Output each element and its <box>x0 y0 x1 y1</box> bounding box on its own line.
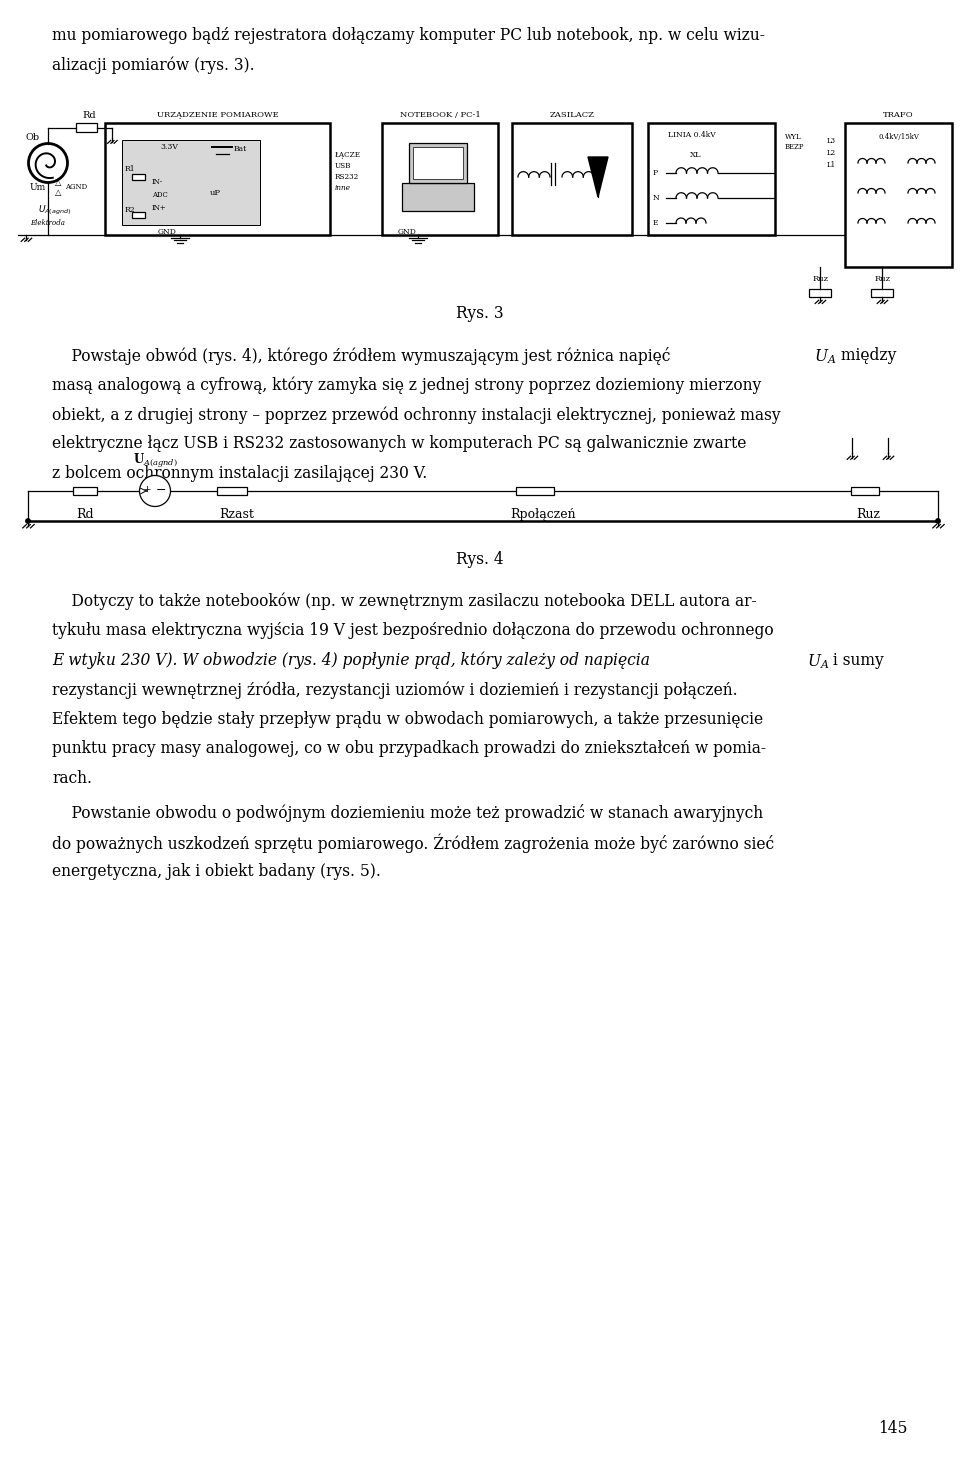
Bar <box>809 289 831 297</box>
Text: N: N <box>653 193 660 202</box>
Bar <box>132 174 145 180</box>
Text: tykułu masa elektryczna wyjścia 19 V jest bezpośrednio dołączona do przewodu och: tykułu masa elektryczna wyjścia 19 V jes… <box>52 623 774 640</box>
Text: 0.4kV/15kV: 0.4kV/15kV <box>878 133 919 141</box>
Text: ADC: ADC <box>152 190 168 199</box>
Text: Bat: Bat <box>234 145 248 152</box>
Bar <box>382 123 498 234</box>
Text: △: △ <box>55 189 61 196</box>
Text: Rys. 3: Rys. 3 <box>456 305 504 322</box>
Text: BEZP: BEZP <box>785 144 804 151</box>
Text: E: E <box>653 218 659 227</box>
Text: $\mathbf{U}_{A(agnd)}$: $\mathbf{U}_{A(agnd)}$ <box>132 451 178 469</box>
Text: uP: uP <box>210 189 221 196</box>
Text: Ruz: Ruz <box>856 508 880 522</box>
Bar <box>516 486 554 495</box>
Text: obiekt, a z drugiej strony – poprzez przewód ochronny instalacji elektrycznej, p: obiekt, a z drugiej strony – poprzez prz… <box>52 406 780 423</box>
Text: L3: L3 <box>827 138 836 145</box>
Text: Powstaje obwód (rys. 4), którego źródłem wymuszającym jest różnica napięć: Powstaje obwód (rys. 4), którego źródłem… <box>52 347 675 365</box>
Text: $U_{A(agnd)}$: $U_{A(agnd)}$ <box>38 204 71 217</box>
Text: XL: XL <box>690 151 702 160</box>
Text: alizacji pomiarów (rys. 3).: alizacji pomiarów (rys. 3). <box>52 57 254 75</box>
Text: elektryczne łącz USB i RS232 zastosowanych w komputerach PC są galwanicznie zwar: elektryczne łącz USB i RS232 zastosowany… <box>52 435 746 453</box>
Text: Um: Um <box>30 183 46 192</box>
Text: AGND: AGND <box>65 183 87 190</box>
Text: Rpołączeń: Rpołączeń <box>510 508 576 522</box>
Text: 145: 145 <box>878 1420 908 1437</box>
Circle shape <box>139 476 171 507</box>
Text: i sumy: i sumy <box>828 652 884 670</box>
Text: punktu pracy masy analogowej, co w obu przypadkach prowadzi do zniekształceń w p: punktu pracy masy analogowej, co w obu p… <box>52 740 766 757</box>
Text: do poważnych uszkodzeń sprzętu pomiarowego. Źródłem zagrożenia może być zarówno : do poważnych uszkodzeń sprzętu pomiarowe… <box>52 834 774 853</box>
Bar <box>409 144 467 183</box>
Bar <box>76 123 97 132</box>
Text: Dotyczy to także notebooków (np. w zewnętrznym zasilaczu notebooka DELL autora a: Dotyczy to także notebooków (np. w zewnę… <box>52 593 756 611</box>
Text: Rd: Rd <box>76 508 94 522</box>
Text: rezystancji wewnętrznej źródła, rezystancji uziomów i doziemień i rezystancji po: rezystancji wewnętrznej źródła, rezystan… <box>52 681 737 699</box>
Text: Elektroda: Elektroda <box>30 218 65 227</box>
Bar <box>132 212 145 218</box>
Text: L1: L1 <box>827 161 836 168</box>
Text: NOTEBOOK / PC-1: NOTEBOOK / PC-1 <box>399 111 480 119</box>
Text: energetyczna, jak i obiekt badany (rys. 5).: energetyczna, jak i obiekt badany (rys. … <box>52 863 381 880</box>
Text: Powstanie obwodu o podwójnym doziemieniu może też prowadzić w stanach awaryjnych: Powstanie obwodu o podwójnym doziemieniu… <box>52 804 763 822</box>
Bar <box>73 486 97 495</box>
Circle shape <box>936 519 940 523</box>
Bar <box>871 289 893 297</box>
Text: GND: GND <box>158 229 177 236</box>
Text: USB: USB <box>335 163 351 170</box>
Bar <box>122 141 260 226</box>
Bar <box>512 123 632 234</box>
Bar <box>648 123 775 234</box>
Bar <box>413 146 463 179</box>
Text: URZĄDZENIE POMIAROWE: URZĄDZENIE POMIAROWE <box>156 111 278 119</box>
Text: L2: L2 <box>827 149 836 157</box>
Text: Efektem tego będzie stały przepływ prądu w obwodach pomiarowych, a także przesun: Efektem tego będzie stały przepływ prądu… <box>52 711 763 728</box>
Text: TRAFO: TRAFO <box>883 111 914 119</box>
Text: R1: R1 <box>125 166 135 173</box>
Text: E wtyku 230 V). W obwodzie (rys. 4) popłynie prąd, który zależy od napięcia: E wtyku 230 V). W obwodzie (rys. 4) popł… <box>52 652 655 670</box>
Text: ZASILACZ: ZASILACZ <box>549 111 594 119</box>
Circle shape <box>29 144 67 183</box>
Text: inne: inne <box>335 185 350 192</box>
Text: RS232: RS232 <box>335 173 359 182</box>
Text: WYL: WYL <box>785 133 802 141</box>
Text: GND: GND <box>398 229 417 236</box>
Circle shape <box>26 519 30 523</box>
Text: Ruz: Ruz <box>875 275 891 283</box>
Text: między: między <box>836 347 897 363</box>
Bar <box>845 123 952 267</box>
Bar <box>851 486 879 495</box>
Text: masą analogową a cyfrową, który zamyka się z jednej strony poprzez doziemiony mi: masą analogową a cyfrową, który zamyka s… <box>52 377 761 394</box>
Bar <box>105 123 330 234</box>
Text: R2: R2 <box>125 207 135 214</box>
Text: Ruz: Ruz <box>813 275 829 283</box>
Text: rach.: rach. <box>52 771 92 787</box>
Text: Rzast: Rzast <box>219 508 253 522</box>
Text: ŁĄCZE: ŁĄCZE <box>335 151 361 160</box>
Text: Ob: Ob <box>26 132 40 142</box>
Text: P: P <box>653 168 659 177</box>
Polygon shape <box>588 157 608 196</box>
Text: mu pomiarowego bądź rejestratora dołączamy komputer PC lub notebook, np. w celu : mu pomiarowego bądź rejestratora dołącza… <box>52 26 765 44</box>
Text: z bolcem ochronnym instalacji zasilającej 230 V.: z bolcem ochronnym instalacji zasilające… <box>52 464 427 482</box>
Text: 3.3V: 3.3V <box>160 144 178 151</box>
Text: $U_A$: $U_A$ <box>814 347 836 366</box>
Text: +: + <box>143 485 152 495</box>
Text: IN-: IN- <box>152 179 163 186</box>
Text: $U_A$: $U_A$ <box>807 652 829 671</box>
Text: IN+: IN+ <box>152 204 167 212</box>
Text: Rys. 4: Rys. 4 <box>456 551 504 568</box>
Text: LINIA 0.4kV: LINIA 0.4kV <box>668 130 716 139</box>
Text: −: − <box>156 483 166 497</box>
Text: △: △ <box>55 179 61 188</box>
Bar <box>217 486 247 495</box>
Bar <box>402 183 474 211</box>
Text: Rd: Rd <box>82 111 96 120</box>
